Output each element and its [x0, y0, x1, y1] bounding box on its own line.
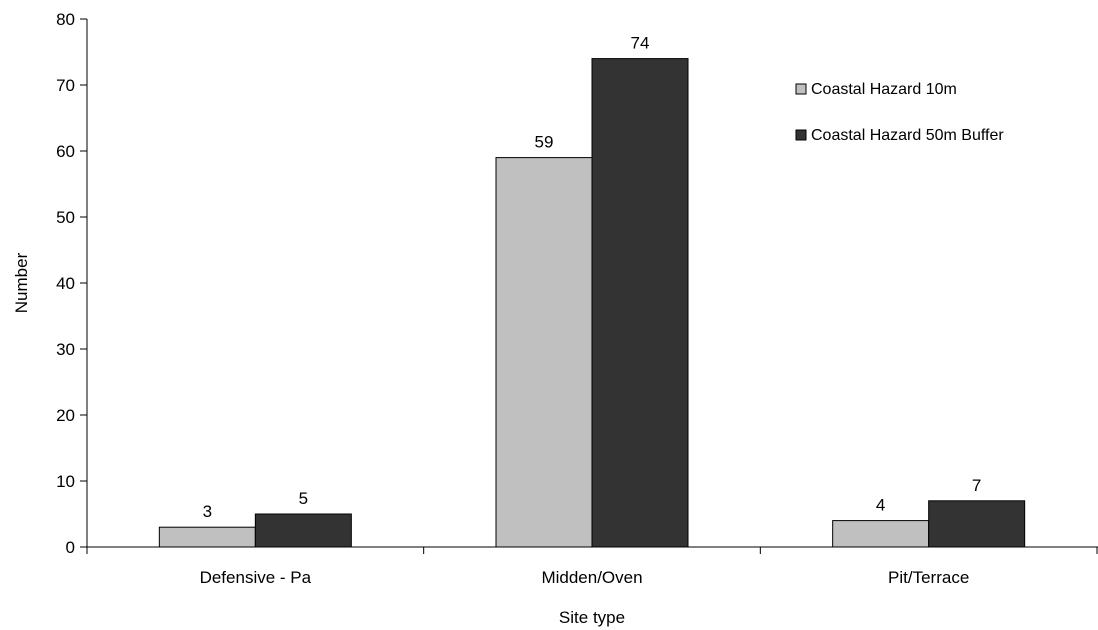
bar [158, 526, 256, 548]
bar [832, 520, 930, 548]
y-tick-label: 30 [56, 340, 75, 359]
data-label: 4 [876, 496, 885, 515]
data-labels: 3 5 59 74 4 7 [203, 34, 982, 522]
data-label: 5 [299, 489, 308, 508]
data-label: 59 [535, 133, 554, 152]
x-tick-label: Defensive - Pa [200, 568, 312, 587]
bar [495, 157, 593, 548]
y-tick-label: 80 [56, 10, 75, 29]
y-axis-title: Number [12, 252, 31, 313]
legend-label: Coastal Hazard 50m Buffer [811, 127, 1004, 144]
legend-label: Coastal Hazard 10m [811, 81, 957, 98]
x-tick-label: Pit/Terrace [888, 568, 969, 587]
bar [591, 58, 689, 548]
y-tick-label: 50 [56, 208, 75, 227]
data-label: 3 [203, 502, 212, 521]
y-tick-label: 0 [66, 538, 75, 557]
data-label: 7 [972, 476, 981, 495]
y-tick-label: 10 [56, 472, 75, 491]
y-tick-label: 60 [56, 142, 75, 161]
data-label: 74 [631, 34, 650, 53]
legend-swatch [795, 129, 807, 141]
y-tick-label: 70 [56, 76, 75, 95]
legend: Coastal Hazard 10m Coastal Hazard 50m Buf… [795, 81, 1004, 144]
x-axis: Defensive - Pa Midden/Oven Pit/Terrace [86, 546, 1098, 587]
legend-swatch [795, 83, 807, 95]
x-tick-label: Midden/Oven [541, 568, 642, 587]
bar [254, 513, 352, 548]
bars [158, 58, 1026, 548]
y-tick-label: 40 [56, 274, 75, 293]
y-tick-label: 20 [56, 406, 75, 425]
bar [928, 500, 1026, 548]
x-axis-title: Site type [559, 608, 625, 627]
y-axis: 0 10 20 30 40 50 60 70 80 [56, 10, 88, 557]
